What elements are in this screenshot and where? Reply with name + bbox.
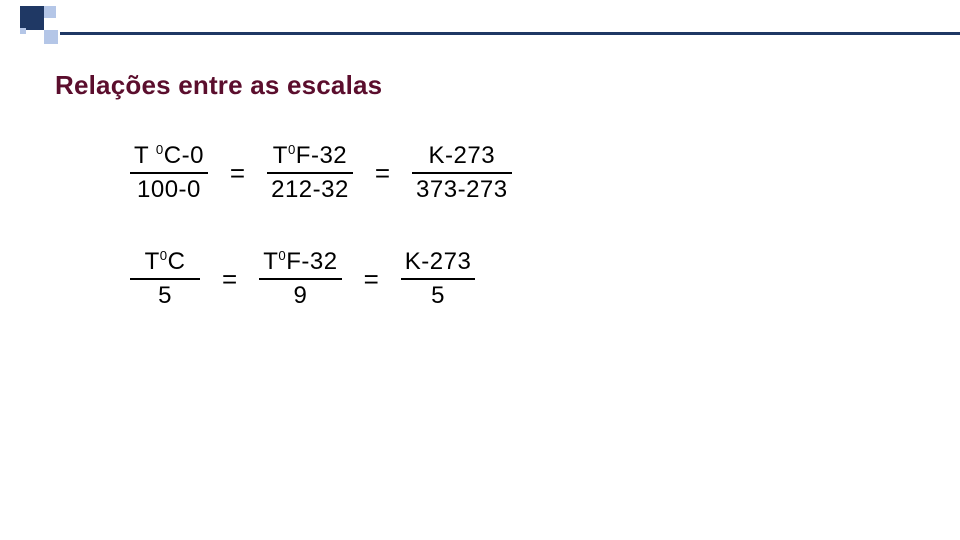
numerator: T0F-32 (259, 246, 341, 278)
denominator: 9 (289, 280, 311, 312)
fraction-k-reduced: K-273 5 (401, 246, 476, 312)
denominator: 212-32 (267, 174, 353, 206)
equals-sign: = (230, 158, 245, 189)
fraction-f-full: T0F-32 212-32 (267, 140, 353, 206)
denominator: 100-0 (133, 174, 205, 206)
numerator: T 0C-0 (130, 140, 208, 172)
equation-row-2: T0C 5 = T0F-32 9 = K-273 5 (130, 246, 690, 312)
denominator: 5 (154, 280, 176, 312)
numerator: K-273 (425, 140, 500, 172)
numerator: T0F-32 (269, 140, 351, 172)
page-heading: Relações entre as escalas (55, 70, 382, 101)
equals-sign: = (364, 264, 379, 295)
numerator: K-273 (401, 246, 476, 278)
equals-sign: = (375, 158, 390, 189)
header-rule (60, 32, 960, 35)
equals-sign: = (222, 264, 237, 295)
fraction-k-full: K-273 373-273 (412, 140, 512, 206)
fraction-c-reduced: T0C 5 (130, 246, 200, 312)
fraction-f-reduced: T0F-32 9 (259, 246, 341, 312)
formula-block: T 0C-0 100-0 = T0F-32 212-32 = K-273 373… (130, 140, 690, 312)
fraction-c-full: T 0C-0 100-0 (130, 140, 208, 206)
numerator: T0C (141, 246, 190, 278)
denominator: 373-273 (412, 174, 512, 206)
denominator: 5 (427, 280, 449, 312)
equation-row-1: T 0C-0 100-0 = T0F-32 212-32 = K-273 373… (130, 140, 690, 206)
